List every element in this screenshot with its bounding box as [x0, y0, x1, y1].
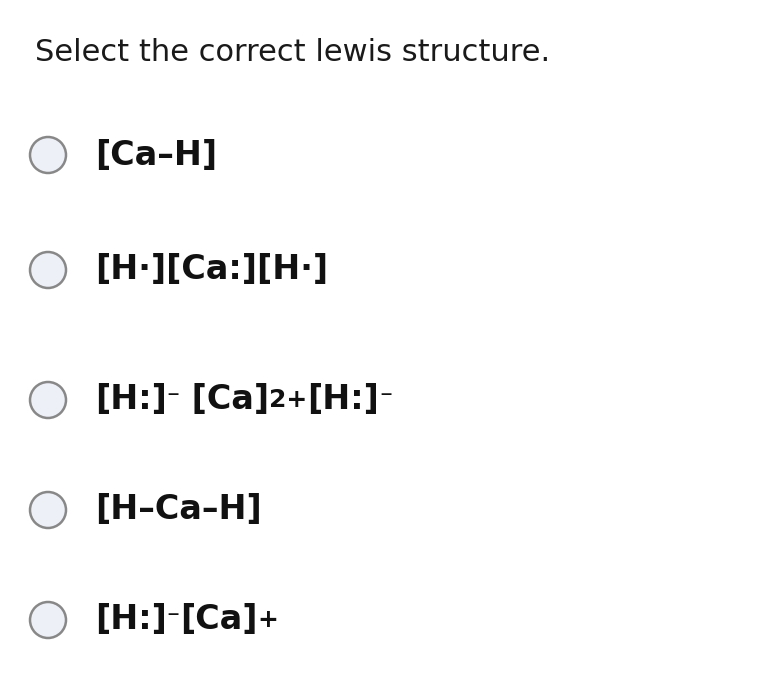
Text: ⁻: ⁻	[379, 388, 392, 412]
Circle shape	[30, 602, 66, 638]
Text: Select the correct lewis structure.: Select the correct lewis structure.	[35, 38, 550, 67]
Text: ⁻: ⁻	[167, 388, 180, 412]
Text: [Ca–H]: [Ca–H]	[95, 139, 217, 171]
Circle shape	[30, 252, 66, 288]
Text: [H·][Ca:][H·]: [H·][Ca:][H·]	[95, 253, 328, 287]
Text: 2+: 2+	[269, 388, 307, 412]
Text: [H:]: [H:]	[95, 383, 167, 416]
Text: [Ca]: [Ca]	[180, 383, 269, 416]
Text: [H:]: [H:]	[95, 603, 167, 637]
Text: ⁻: ⁻	[167, 608, 180, 632]
Text: +: +	[257, 608, 278, 632]
Circle shape	[30, 137, 66, 173]
Circle shape	[30, 382, 66, 418]
Circle shape	[30, 492, 66, 528]
Text: [Ca]: [Ca]	[180, 603, 257, 637]
Text: [H–Ca–H]: [H–Ca–H]	[95, 493, 262, 526]
Text: [H:]: [H:]	[307, 383, 379, 416]
